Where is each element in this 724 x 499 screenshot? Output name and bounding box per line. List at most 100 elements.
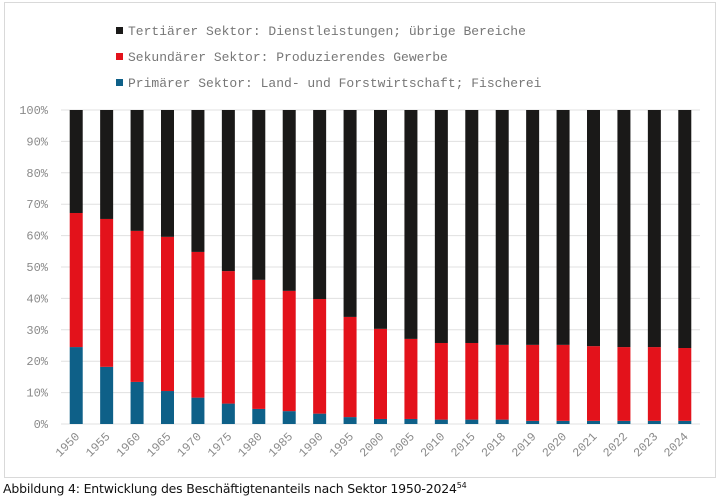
bar-segment-secondary — [526, 344, 540, 421]
bar-segment-primary — [617, 420, 631, 424]
y-tick-label: 40% — [26, 292, 48, 306]
x-tick-label: 1975 — [205, 430, 235, 460]
y-tick-label: 80% — [26, 167, 48, 181]
legend-label: Sekundärer Sektor: Produzierendes Gewerb… — [128, 50, 448, 65]
bar-segment-tertiary — [647, 110, 661, 348]
bar-segment-secondary — [130, 230, 144, 382]
bar-segment-secondary — [495, 344, 509, 420]
x-tick-label: 2019 — [509, 430, 539, 460]
bar-segment-primary — [495, 419, 509, 424]
bar-segment-tertiary — [434, 110, 448, 343]
figure-caption: Abbildung 4: Entwicklung des Beschäftigt… — [3, 481, 467, 496]
bar-segment-tertiary — [465, 110, 479, 343]
chart-frame — [4, 2, 716, 478]
x-tick-label: 1955 — [83, 430, 113, 460]
bar-segment-tertiary — [404, 110, 418, 339]
bar-segment-secondary — [313, 299, 327, 414]
caption-text: Abbildung 4: Entwicklung des Beschäftigt… — [3, 481, 457, 497]
bar-segment-primary — [678, 420, 692, 424]
x-tick-label: 2005 — [387, 430, 417, 460]
bar-segment-primary — [343, 417, 357, 424]
legend-swatch — [116, 53, 123, 60]
bar-segment-primary — [374, 418, 387, 424]
bar-segment-primary — [100, 366, 114, 424]
x-tick-label: 1970 — [174, 430, 204, 460]
x-tick-label: 1960 — [114, 430, 144, 460]
bar-segment-secondary — [100, 218, 114, 367]
legend-swatch — [116, 79, 123, 86]
bar-segment-tertiary — [343, 110, 357, 317]
bar-segment-primary — [221, 403, 235, 424]
bar-segment-secondary — [69, 212, 83, 348]
bar-segment-secondary — [465, 342, 479, 420]
stacked-bar-chart: 0% 10% 20% 30% 40% 50% 60% 70% 80% 90% 100% 1950 195… — [19, 24, 700, 460]
bar-segment-primary — [556, 420, 570, 424]
y-tick-label: 50% — [26, 261, 48, 275]
bar-segment-secondary — [587, 346, 600, 421]
bar-segment-primary — [647, 420, 661, 424]
bar-segment-secondary — [282, 290, 296, 412]
bar-segment-tertiary — [374, 110, 387, 329]
bar-segment-tertiary — [221, 110, 235, 272]
bar-segment-tertiary — [252, 110, 266, 280]
bar-segment-primary — [404, 418, 418, 424]
bar-segment-tertiary — [678, 110, 692, 349]
bar-segment-primary — [434, 419, 448, 424]
y-tick-label: 90% — [26, 135, 48, 149]
legend-label: Tertiärer Sektor: Dienstleistungen; übri… — [128, 24, 526, 39]
bar-segment-secondary — [404, 338, 418, 419]
legend-swatch — [116, 27, 123, 34]
bar-segment-primary — [587, 420, 600, 424]
y-tick-label: 30% — [26, 324, 48, 338]
bar-segment-tertiary — [191, 110, 205, 252]
bar-segment-primary — [282, 411, 296, 424]
bar-segment-secondary — [678, 348, 692, 421]
bar-segment-secondary — [161, 236, 174, 392]
bar-segment-primary — [191, 397, 205, 424]
bar-segment-secondary — [191, 251, 205, 398]
legend-label: Primärer Sektor: Land- und Forstwirtscha… — [128, 76, 542, 91]
bar-segment-secondary — [434, 342, 448, 420]
bar-segment-primary — [130, 381, 144, 424]
bar-segment-secondary — [221, 271, 235, 404]
x-tick-label: 1995 — [327, 430, 357, 460]
y-tick-label: 0% — [34, 418, 49, 432]
bar-segment-primary — [313, 413, 327, 424]
bar-segment-secondary — [617, 347, 631, 421]
bar-segment-secondary — [343, 316, 357, 418]
bar-segment-tertiary — [282, 110, 296, 291]
x-tick-label: 1980 — [235, 430, 265, 460]
x-tick-label: 2024 — [661, 430, 691, 460]
x-tick-label: 2010 — [418, 430, 448, 460]
bar-segment-tertiary — [313, 110, 327, 300]
bar-segment-primary — [252, 408, 266, 424]
y-tick-label: 100% — [19, 104, 49, 118]
y-tick-label: 70% — [26, 198, 48, 212]
x-tick-label: 1990 — [296, 430, 326, 460]
x-tick-label: 1950 — [53, 430, 83, 460]
bar-segment-tertiary — [495, 110, 509, 345]
bar-segment-secondary — [374, 328, 387, 419]
bar-segment-tertiary — [100, 110, 114, 219]
bar-segment-primary — [161, 391, 174, 424]
bar-segment-tertiary — [526, 110, 540, 345]
footnote-ref[interactable]: 54 — [456, 481, 467, 490]
x-tick-label: 2015 — [448, 430, 478, 460]
bar-segment-tertiary — [587, 110, 600, 347]
x-tick-label: 2000 — [357, 430, 387, 460]
bar-segment-secondary — [252, 279, 266, 409]
bar-segment-primary — [69, 347, 83, 424]
bar-segment-primary — [526, 420, 540, 424]
x-tick-label: 1965 — [144, 430, 174, 460]
x-tick-label: 2021 — [570, 430, 600, 460]
bar-segment-secondary — [556, 344, 570, 421]
x-tick-label: 2020 — [540, 430, 570, 460]
x-tick-label: 2018 — [479, 430, 509, 460]
bar-segment-tertiary — [161, 110, 174, 237]
bar-segment-tertiary — [130, 110, 144, 231]
bar-segment-tertiary — [556, 110, 570, 345]
x-tick-label: 1985 — [266, 430, 296, 460]
x-tick-label: 2022 — [600, 430, 630, 460]
y-tick-label: 60% — [26, 230, 48, 244]
y-tick-label: 10% — [26, 387, 48, 401]
